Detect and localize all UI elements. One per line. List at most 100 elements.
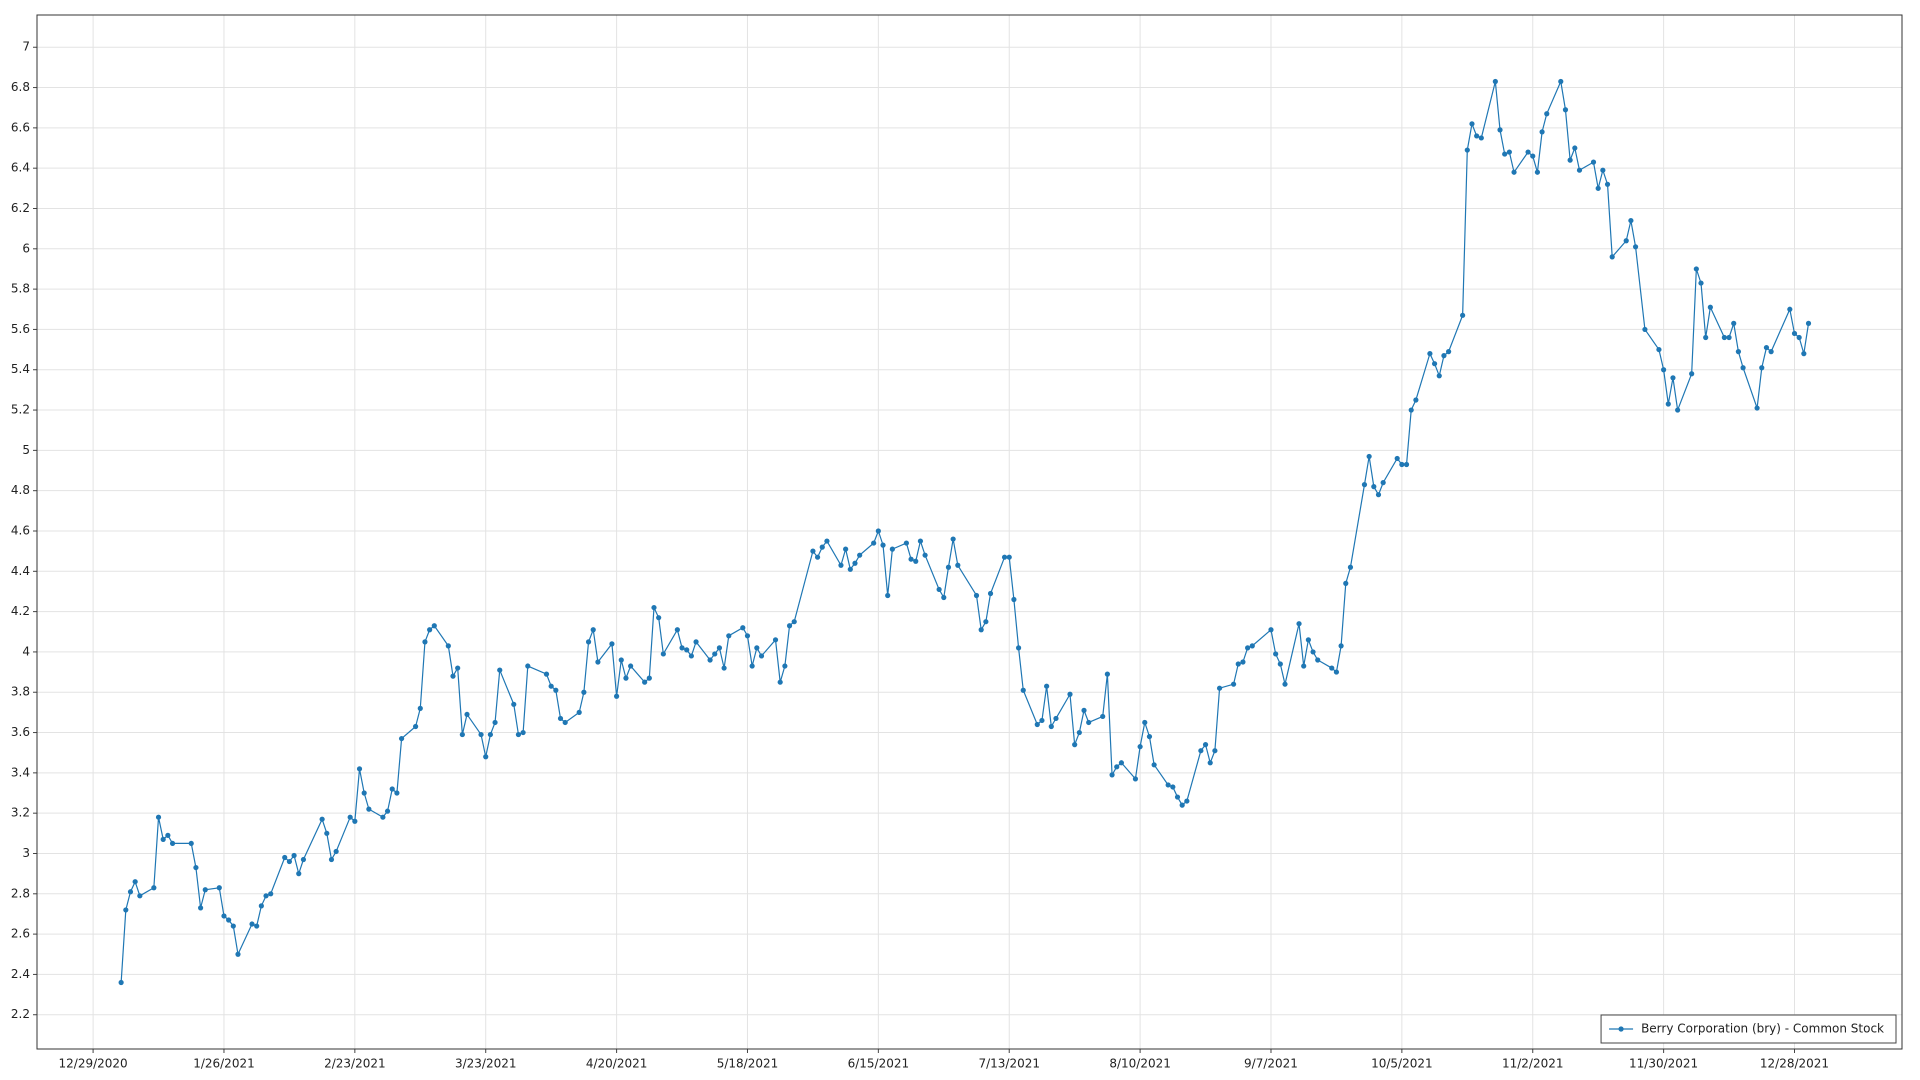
data-point [875,528,881,534]
data-point [1796,334,1802,341]
data-point [721,665,727,671]
x-tick-label: 7/13/2021 [978,1057,1040,1071]
data-point [618,657,624,663]
data-point [1394,455,1400,462]
data-point [328,856,335,863]
data-point [511,701,517,707]
data-point [487,731,493,738]
legend-label: Berry Corporation (bry) - Common Stock [1641,1022,1884,1036]
data-point [1642,326,1648,333]
data-point [1146,733,1153,740]
y-tick-label: 2.2 [11,1007,30,1021]
data-point [1567,157,1573,163]
data-point [1114,764,1120,770]
data-point [445,643,451,649]
data-point [679,645,685,651]
data-point [791,619,797,625]
data-point [1801,351,1807,357]
data-point [1053,715,1059,722]
x-tick-label: 6/15/2021 [848,1057,910,1071]
data-point [459,731,465,738]
data-point [674,627,680,633]
data-point [1081,707,1087,713]
data-point [548,683,554,689]
data-point [455,665,461,671]
data-point [824,538,830,544]
y-tick-label: 6.4 [11,161,30,175]
data-point [1343,580,1349,586]
data-point [1305,637,1311,643]
data-point [1235,661,1241,667]
data-point [123,907,129,913]
data-point [1202,742,1209,748]
data-point [1436,373,1442,379]
data-point [525,663,531,669]
y-tick-label: 3.2 [11,806,30,820]
data-point [398,735,405,742]
data-point [1044,683,1050,689]
data-point [254,923,260,929]
data-point [1604,181,1611,187]
data-point [1249,643,1255,649]
data-point [852,560,858,566]
data-point [333,848,339,855]
y-tick-label: 5 [22,443,30,457]
data-point [132,879,138,885]
data-point [814,554,821,560]
data-point [216,885,222,891]
data-point [1109,772,1115,778]
data-point [871,540,877,546]
data-point [1530,153,1536,159]
data-point [155,814,162,820]
data-point [1469,121,1475,127]
x-tick-label: 1/26/2021 [193,1057,255,1071]
data-point [1245,645,1251,651]
data-point [1296,621,1302,627]
data-point [1497,127,1503,133]
data-point [1698,280,1704,286]
data-point [754,645,760,651]
data-point [595,659,601,665]
data-point [628,663,634,669]
data-point [193,864,199,871]
data-point [819,544,825,550]
data-point [268,891,274,897]
data-point [1273,651,1279,657]
data-point [1375,492,1382,498]
data-point [1665,401,1671,407]
data-point [1511,169,1517,175]
data-point [1492,78,1498,85]
data-point [838,562,844,568]
y-tick-label: 7 [22,40,30,54]
data-point [1301,663,1307,669]
data-point [1590,159,1597,165]
data-point [1240,659,1246,665]
data-point [169,840,176,847]
y-tick-label: 2.8 [11,886,30,900]
data-point [1539,129,1545,135]
data-point [562,719,568,726]
data-point [684,647,690,653]
data-point [585,639,592,645]
data-point [384,808,391,814]
x-tick-label: 12/28/2021 [1760,1057,1829,1071]
data-point [557,715,564,722]
data-point [885,592,891,599]
x-tick-label: 8/10/2021 [1109,1057,1171,1071]
data-point [707,657,713,663]
data-point [1576,167,1583,173]
data-point [1006,554,1012,560]
data-point [1174,794,1181,800]
data-point [366,806,372,812]
data-point [1735,349,1742,355]
data-point [427,627,433,633]
data-point [1661,367,1667,373]
data-point [1207,760,1213,766]
data-point [1759,365,1765,371]
data-point [1464,147,1470,153]
data-point [282,854,288,861]
data-point [291,852,297,859]
data-point [1086,719,1092,726]
data-point [1015,645,1022,651]
data-point [987,590,994,597]
